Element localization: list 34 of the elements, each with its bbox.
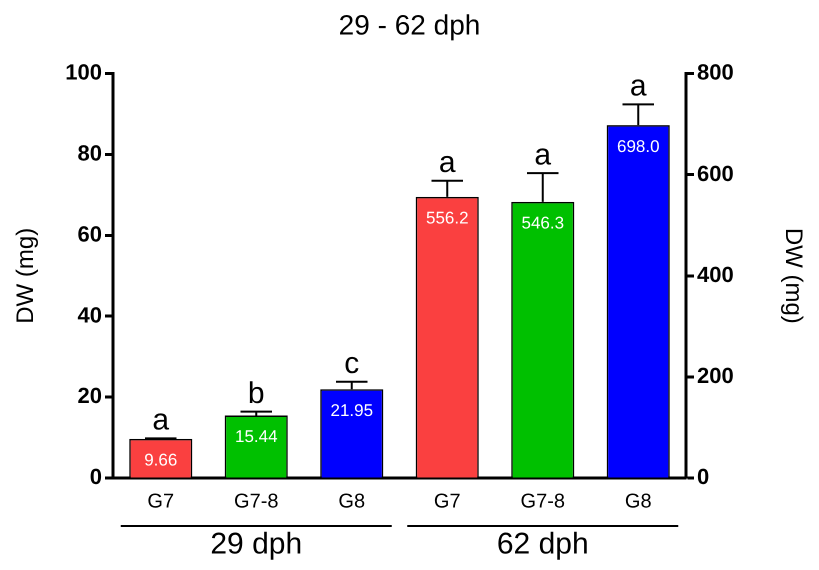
annotation: a (152, 404, 170, 437)
y-tick-label: 40 (78, 302, 102, 328)
y2-tick-label: 400 (697, 262, 734, 287)
y2-tick-label: 0 (697, 464, 710, 490)
y-tick-label: 60 (78, 221, 102, 246)
y-tick-label: 80 (78, 140, 102, 166)
annotation: a (438, 146, 456, 180)
text: 29 dph (210, 527, 302, 560)
data-label: 15.44 (234, 427, 278, 446)
data-label: 698.0 (616, 136, 660, 156)
y2-tick-label: 800 (697, 60, 734, 85)
x-tick-label: G7-8 (520, 490, 565, 513)
y-tick-label: 100 (65, 60, 102, 85)
y-axis-title: DW (mg) (12, 228, 40, 324)
data-label: 556.2 (426, 208, 469, 228)
y-tick-label: 0 (90, 464, 102, 490)
y2-tick-label: 600 (697, 160, 734, 186)
y2-tick-label: 200 (697, 362, 734, 388)
data-label: 546.3 (521, 214, 564, 233)
data-label: 9.66 (144, 450, 178, 470)
annotation: b (248, 376, 265, 410)
annotation: a (534, 138, 552, 172)
annotation: a (630, 70, 647, 103)
x-tick-label: G8 (338, 490, 366, 513)
x-tick-label: G7 (147, 490, 174, 513)
data-label: 21.95 (330, 400, 374, 420)
chart-title: 29 - 62 dph (338, 10, 480, 41)
y-tick-label: 20 (78, 383, 102, 408)
y2-axis-title: DW (mg) (780, 228, 807, 324)
text: 62 dph (496, 527, 589, 560)
x-tick-label: G8 (624, 490, 652, 513)
annotation: c (344, 347, 360, 380)
x-tick-label: G7 (434, 490, 461, 513)
x-tick-label: G7-8 (234, 490, 278, 513)
